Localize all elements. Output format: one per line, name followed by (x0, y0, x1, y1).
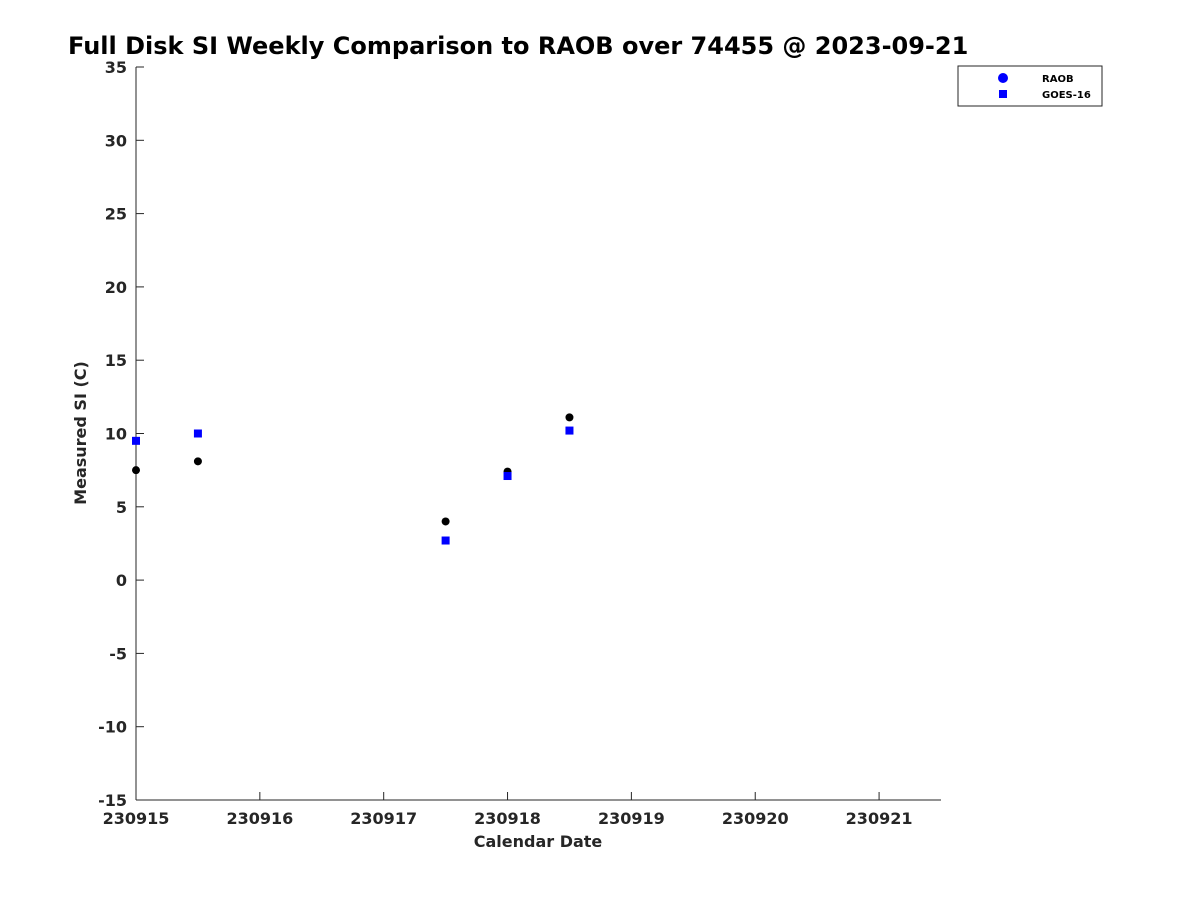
y-tick-label: 0 (116, 571, 127, 590)
goes16-point (565, 426, 574, 435)
legend: RAOB GOES-16 (957, 65, 1103, 107)
legend-raob-marker (998, 73, 1008, 83)
data-points (132, 413, 574, 545)
raob-point (132, 466, 140, 475)
x-tick-label: 230917 (350, 809, 417, 828)
y-tick-label: 25 (105, 205, 127, 224)
goes16-point (503, 472, 512, 481)
x-axis-label: Calendar Date (474, 832, 603, 851)
raob-point (193, 457, 202, 466)
x-tick-label: 230915 (103, 809, 170, 828)
y-tick-label: -10 (98, 718, 127, 737)
y-tick-label: -15 (98, 791, 127, 810)
axes (135, 67, 941, 801)
x-tick-label: 230919 (598, 809, 665, 828)
goes16-point (132, 436, 140, 445)
x-tick-label: 230920 (722, 809, 789, 828)
legend-goes16-label: GOES-16 (1042, 90, 1091, 101)
x-tick-label: 230918 (474, 809, 541, 828)
goes16-point (441, 536, 450, 545)
y-tick-label: 35 (105, 58, 127, 77)
legend-goes16-marker (999, 90, 1007, 98)
y-tick-label: 20 (105, 278, 127, 297)
legend-box (957, 65, 1103, 107)
y-tick-label: 30 (105, 131, 127, 150)
legend-raob-label: RAOB (1042, 74, 1074, 85)
y-tick-label: 10 (105, 425, 127, 444)
chart-title: Full Disk SI Weekly Comparison to RAOB o… (68, 32, 968, 60)
x-tick-label: 230916 (226, 809, 293, 828)
y-tick-label: 5 (116, 498, 127, 517)
raob-point (441, 517, 450, 526)
y-tick-label: -5 (109, 644, 127, 663)
y-axis-label-group: Measured SI (C) (71, 361, 90, 505)
y-tick-label: 15 (105, 351, 127, 370)
y-axis-label: Measured SI (C) (71, 361, 90, 505)
raob-point (565, 413, 574, 422)
goes16-point (193, 429, 202, 438)
x-tick-label: 230921 (846, 809, 913, 828)
